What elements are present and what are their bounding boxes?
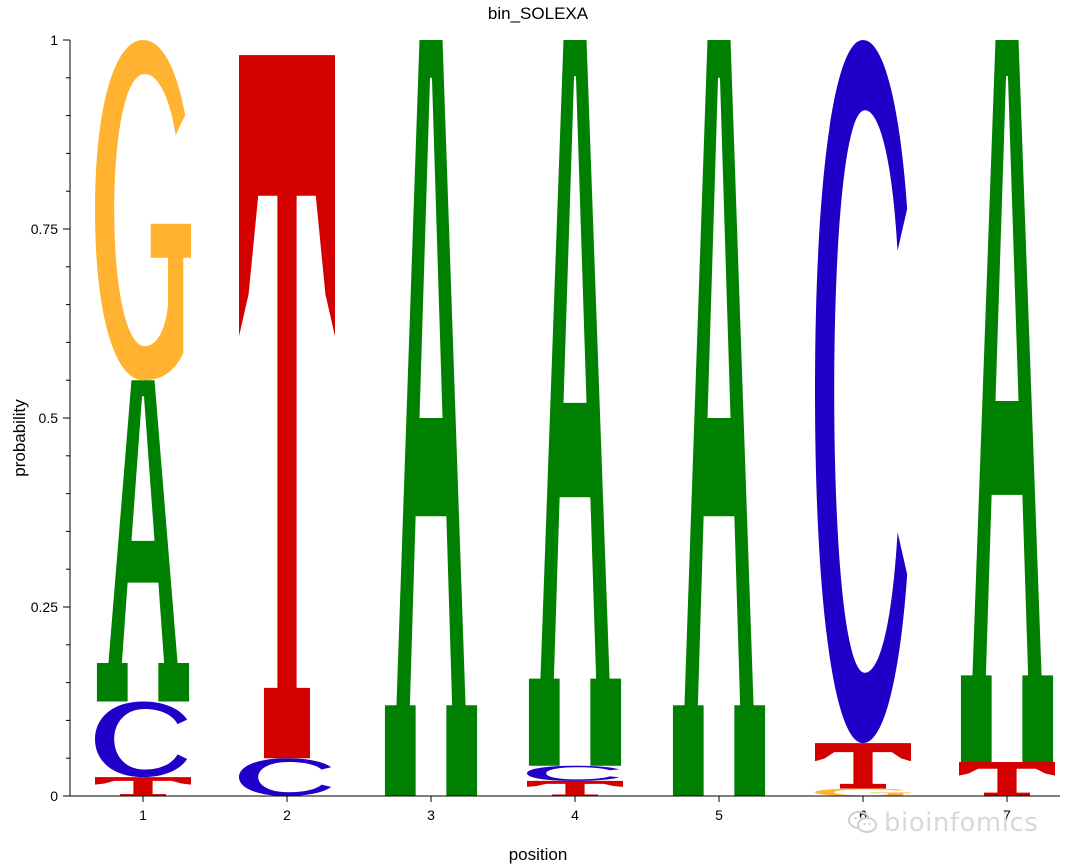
logo-letter-t-pos-6 [815, 743, 911, 789]
x-ticks: 1 2 3 4 5 6 7 [139, 796, 1011, 823]
x-tick-label: 2 [283, 807, 291, 823]
logo-letter-a-pos-7 [960, 40, 1054, 762]
y-axis-label: probability [10, 399, 29, 477]
x-tick-label: 5 [715, 807, 723, 823]
logo-letter-t-pos-4 [527, 780, 623, 796]
chart-title: bin_SOLEXA [488, 4, 589, 23]
logo-letter-g-pos-1 [95, 40, 191, 381]
logo-letter-a-pos-5 [672, 40, 766, 796]
y-tick-label: 1 [50, 32, 58, 48]
x-tick-label: 1 [139, 807, 147, 823]
x-tick-label: 7 [1003, 807, 1011, 823]
logo-letter-g-pos-6 [815, 788, 911, 796]
logo-letter-c-pos-4 [527, 765, 620, 781]
logo-letter-t-pos-1 [95, 777, 191, 796]
logo-letter-c-pos-2 [239, 758, 332, 796]
y-ticks: 0 0.25 0.5 0.75 1 [31, 32, 70, 804]
logo-letter-t-pos-7 [959, 761, 1055, 796]
x-tick-label: 6 [859, 807, 867, 823]
y-tick-label: 0.75 [31, 221, 58, 237]
logo-letter-a-pos-4 [528, 40, 622, 766]
y-tick-label: 0.5 [39, 410, 59, 426]
logo-letter-c-pos-6 [815, 40, 908, 744]
logo-letters [95, 40, 1055, 796]
logo-letter-a-pos-3 [384, 40, 478, 796]
x-tick-label: 3 [427, 807, 435, 823]
logo-letter-t-pos-2 [239, 55, 335, 759]
watermark: bioinfomics [848, 808, 1038, 838]
y-tick-label: 0 [50, 788, 58, 804]
x-tick-label: 4 [571, 807, 579, 823]
wechat-icon [848, 811, 877, 833]
logo-letter-a-pos-1 [96, 380, 190, 702]
x-axis-label: position [509, 845, 568, 864]
y-tick-label: 0.25 [31, 599, 58, 615]
logo-letter-c-pos-1 [95, 701, 188, 778]
watermark-text: bioinfomics [884, 808, 1039, 838]
